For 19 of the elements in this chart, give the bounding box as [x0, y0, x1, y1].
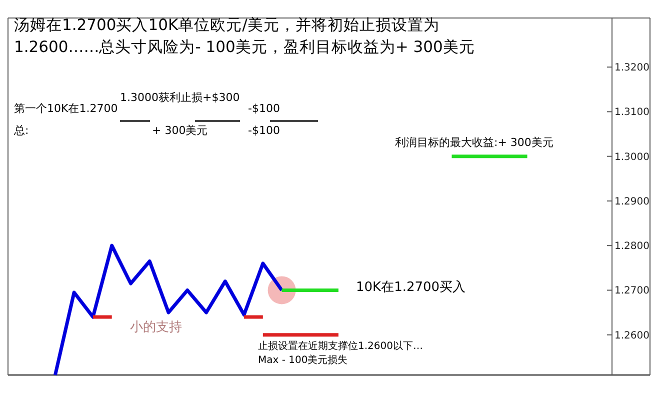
annotation: Max - 100美元损失: [258, 354, 348, 366]
annotation: 利润目标的最大收益:+ 300美元: [395, 136, 554, 149]
y-tick-label: 1.2900: [614, 196, 650, 208]
annotation: -$100: [248, 102, 280, 115]
annotation: 第一个10K在1.2700: [14, 102, 118, 115]
y-tick-label: 1.2600: [614, 330, 650, 342]
annotation: 总:: [13, 124, 29, 137]
annotation: + 300美元: [152, 124, 208, 137]
annotation: 10K在1.2700买入: [356, 280, 466, 295]
annotation: -$100: [248, 124, 280, 137]
y-tick-label: 1.2700: [614, 286, 650, 297]
y-tick-label: 1.3100: [614, 107, 650, 118]
annotation: 1.3000获利止损+$300: [120, 91, 240, 104]
text: 汤姆在1.2700买入10K单位欧元/美元，并将初始止损设置为1.2600……总头寸风险为- 100美元，盈利目标收益为+ 300美元: [14, 16, 475, 56]
y-tick-label: 1.3200: [614, 62, 650, 74]
annotation: 止损设置在近期支撑位1.2600以下…: [258, 340, 423, 352]
y-tick-label: 1.3000: [614, 152, 650, 163]
annotation: 小的支持: [130, 320, 182, 335]
y-tick-label: 1.2800: [614, 241, 650, 252]
